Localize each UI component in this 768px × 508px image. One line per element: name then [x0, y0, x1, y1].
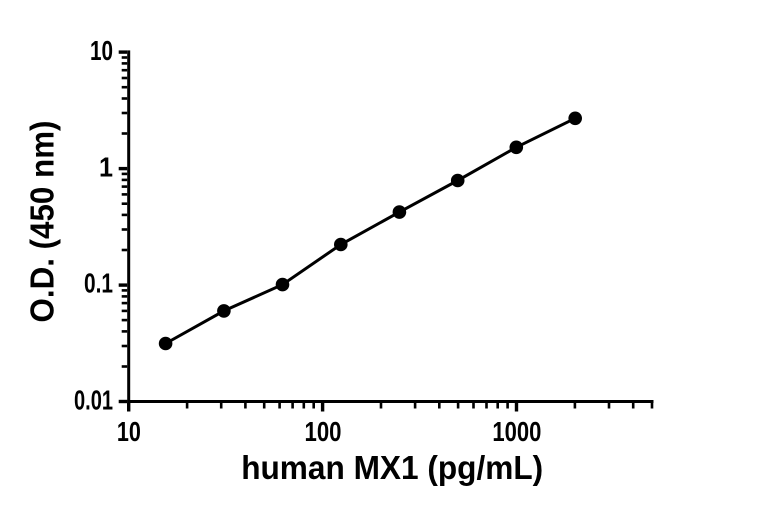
- svg-text:human MX1 (pg/mL): human MX1 (pg/mL): [241, 449, 543, 486]
- svg-text:0.01: 0.01: [74, 384, 113, 415]
- svg-text:O.D. (450 nm): O.D. (450 nm): [24, 121, 61, 323]
- svg-text:1000: 1000: [492, 416, 541, 447]
- svg-text:10: 10: [117, 416, 141, 447]
- svg-text:1: 1: [99, 151, 113, 182]
- svg-text:0.1: 0.1: [84, 267, 113, 298]
- svg-text:100: 100: [305, 416, 342, 447]
- svg-text:10: 10: [90, 35, 113, 66]
